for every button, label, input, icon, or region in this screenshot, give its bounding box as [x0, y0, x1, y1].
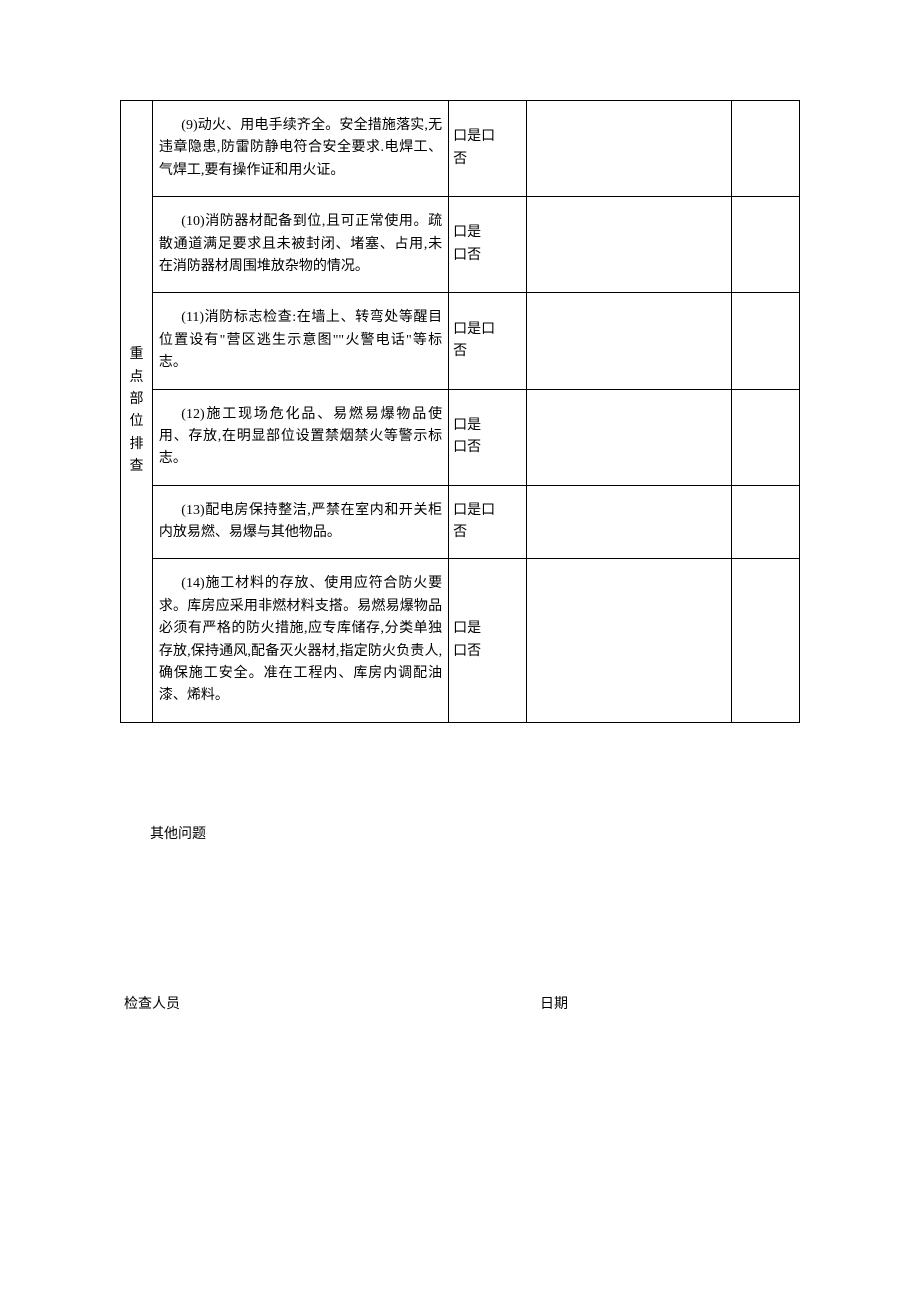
empty-cell: [526, 293, 731, 389]
row-content: (11)消防标志检查:在墙上、转弯处等醒目位置设有"营区逃生示意图""火警电话"…: [159, 307, 442, 374]
content-cell: (14)施工材料的存放、使用应符合防火要求。库房应采用非燃材料支搭。易燃易爆物品…: [152, 559, 448, 722]
empty-cell: [731, 101, 799, 197]
empty-cell: [526, 389, 731, 485]
checkbox-cell: 口是口 否: [449, 293, 526, 389]
check-yes: 口是口: [453, 500, 521, 522]
row-content: (9)动火、用电手续齐全。安全措施落实,无违章隐患,防雷防静电符合安全要求.电焊…: [159, 115, 442, 182]
category-char: 查: [127, 456, 146, 478]
empty-cell: [731, 485, 799, 559]
signature-row: 检查人员 日期: [120, 993, 800, 1013]
category-char: 排: [127, 434, 146, 456]
check-no: 否: [453, 149, 521, 171]
table-body: 重 点 部 位 排 查 (9)动火、用电手续齐全。安全措施落实,无违章隐患,防雷…: [121, 101, 800, 723]
check-no: 口否: [453, 641, 521, 663]
page-container: 重 点 部 位 排 查 (9)动火、用电手续齐全。安全措施落实,无违章隐患,防雷…: [0, 0, 920, 1013]
table-row: (12)施工现场危化品、易燃易爆物品使用、存放,在明显部位设置禁烟禁火等警示标志…: [121, 389, 800, 485]
empty-cell: [731, 559, 799, 722]
category-char: 位: [127, 411, 146, 433]
check-yes: 口是: [453, 618, 521, 640]
empty-cell: [731, 197, 799, 293]
row-content: (10)消防器材配备到位,且可正常使用。疏散通道满足要求且未被封闭、堵塞、占用,…: [159, 211, 442, 278]
empty-cell: [526, 101, 731, 197]
date-label: 日期: [540, 993, 568, 1013]
empty-cell: [731, 389, 799, 485]
table-row: 重 点 部 位 排 查 (9)动火、用电手续齐全。安全措施落实,无违章隐患,防雷…: [121, 101, 800, 197]
empty-cell: [526, 485, 731, 559]
table-row: (14)施工材料的存放、使用应符合防火要求。库房应采用非燃材料支搭。易燃易爆物品…: [121, 559, 800, 722]
row-content: (13)配电房保持整洁,严禁在室内和开关柜内放易燃、易爆与其他物品。: [159, 500, 442, 545]
category-char: 重: [127, 344, 146, 366]
checkbox-cell: 口是口 否: [449, 485, 526, 559]
checkbox-cell: 口是 口否: [449, 559, 526, 722]
empty-cell: [526, 559, 731, 722]
content-cell: (13)配电房保持整洁,严禁在室内和开关柜内放易燃、易爆与其他物品。: [152, 485, 448, 559]
checkbox-cell: 口是口 否: [449, 101, 526, 197]
inspection-table: 重 点 部 位 排 查 (9)动火、用电手续齐全。安全措施落实,无违章隐患,防雷…: [120, 100, 800, 723]
content-cell: (10)消防器材配备到位,且可正常使用。疏散通道满足要求且未被封闭、堵塞、占用,…: [152, 197, 448, 293]
inspector-label: 检查人员: [124, 993, 180, 1013]
content-cell: (9)动火、用电手续齐全。安全措施落实,无违章隐患,防雷防静电符合安全要求.电焊…: [152, 101, 448, 197]
check-no: 口否: [453, 437, 521, 459]
check-yes: 口是口: [453, 126, 521, 148]
table-row: (10)消防器材配备到位,且可正常使用。疏散通道满足要求且未被封闭、堵塞、占用,…: [121, 197, 800, 293]
check-no: 口否: [453, 245, 521, 267]
content-cell: (11)消防标志检查:在墙上、转弯处等醒目位置设有"营区逃生示意图""火警电话"…: [152, 293, 448, 389]
category-cell: 重 点 部 位 排 查: [121, 101, 153, 723]
table-row: (11)消防标志检查:在墙上、转弯处等醒目位置设有"营区逃生示意图""火警电话"…: [121, 293, 800, 389]
empty-cell: [731, 293, 799, 389]
row-content: (12)施工现场危化品、易燃易爆物品使用、存放,在明显部位设置禁烟禁火等警示标志…: [159, 404, 442, 471]
check-yes: 口是: [453, 222, 521, 244]
table-row: (13)配电房保持整洁,严禁在室内和开关柜内放易燃、易爆与其他物品。 口是口 否: [121, 485, 800, 559]
check-no: 否: [453, 522, 521, 544]
category-char: 点: [127, 367, 146, 389]
content-cell: (12)施工现场危化品、易燃易爆物品使用、存放,在明显部位设置禁烟禁火等警示标志…: [152, 389, 448, 485]
empty-cell: [526, 197, 731, 293]
category-char: 部: [127, 389, 146, 411]
check-yes: 口是口: [453, 319, 521, 341]
checkbox-cell: 口是 口否: [449, 389, 526, 485]
check-no: 否: [453, 341, 521, 363]
checkbox-cell: 口是 口否: [449, 197, 526, 293]
other-issues-label: 其他问题: [120, 823, 800, 843]
check-yes: 口是: [453, 415, 521, 437]
row-content: (14)施工材料的存放、使用应符合防火要求。库房应采用非燃材料支搭。易燃易爆物品…: [159, 573, 442, 707]
